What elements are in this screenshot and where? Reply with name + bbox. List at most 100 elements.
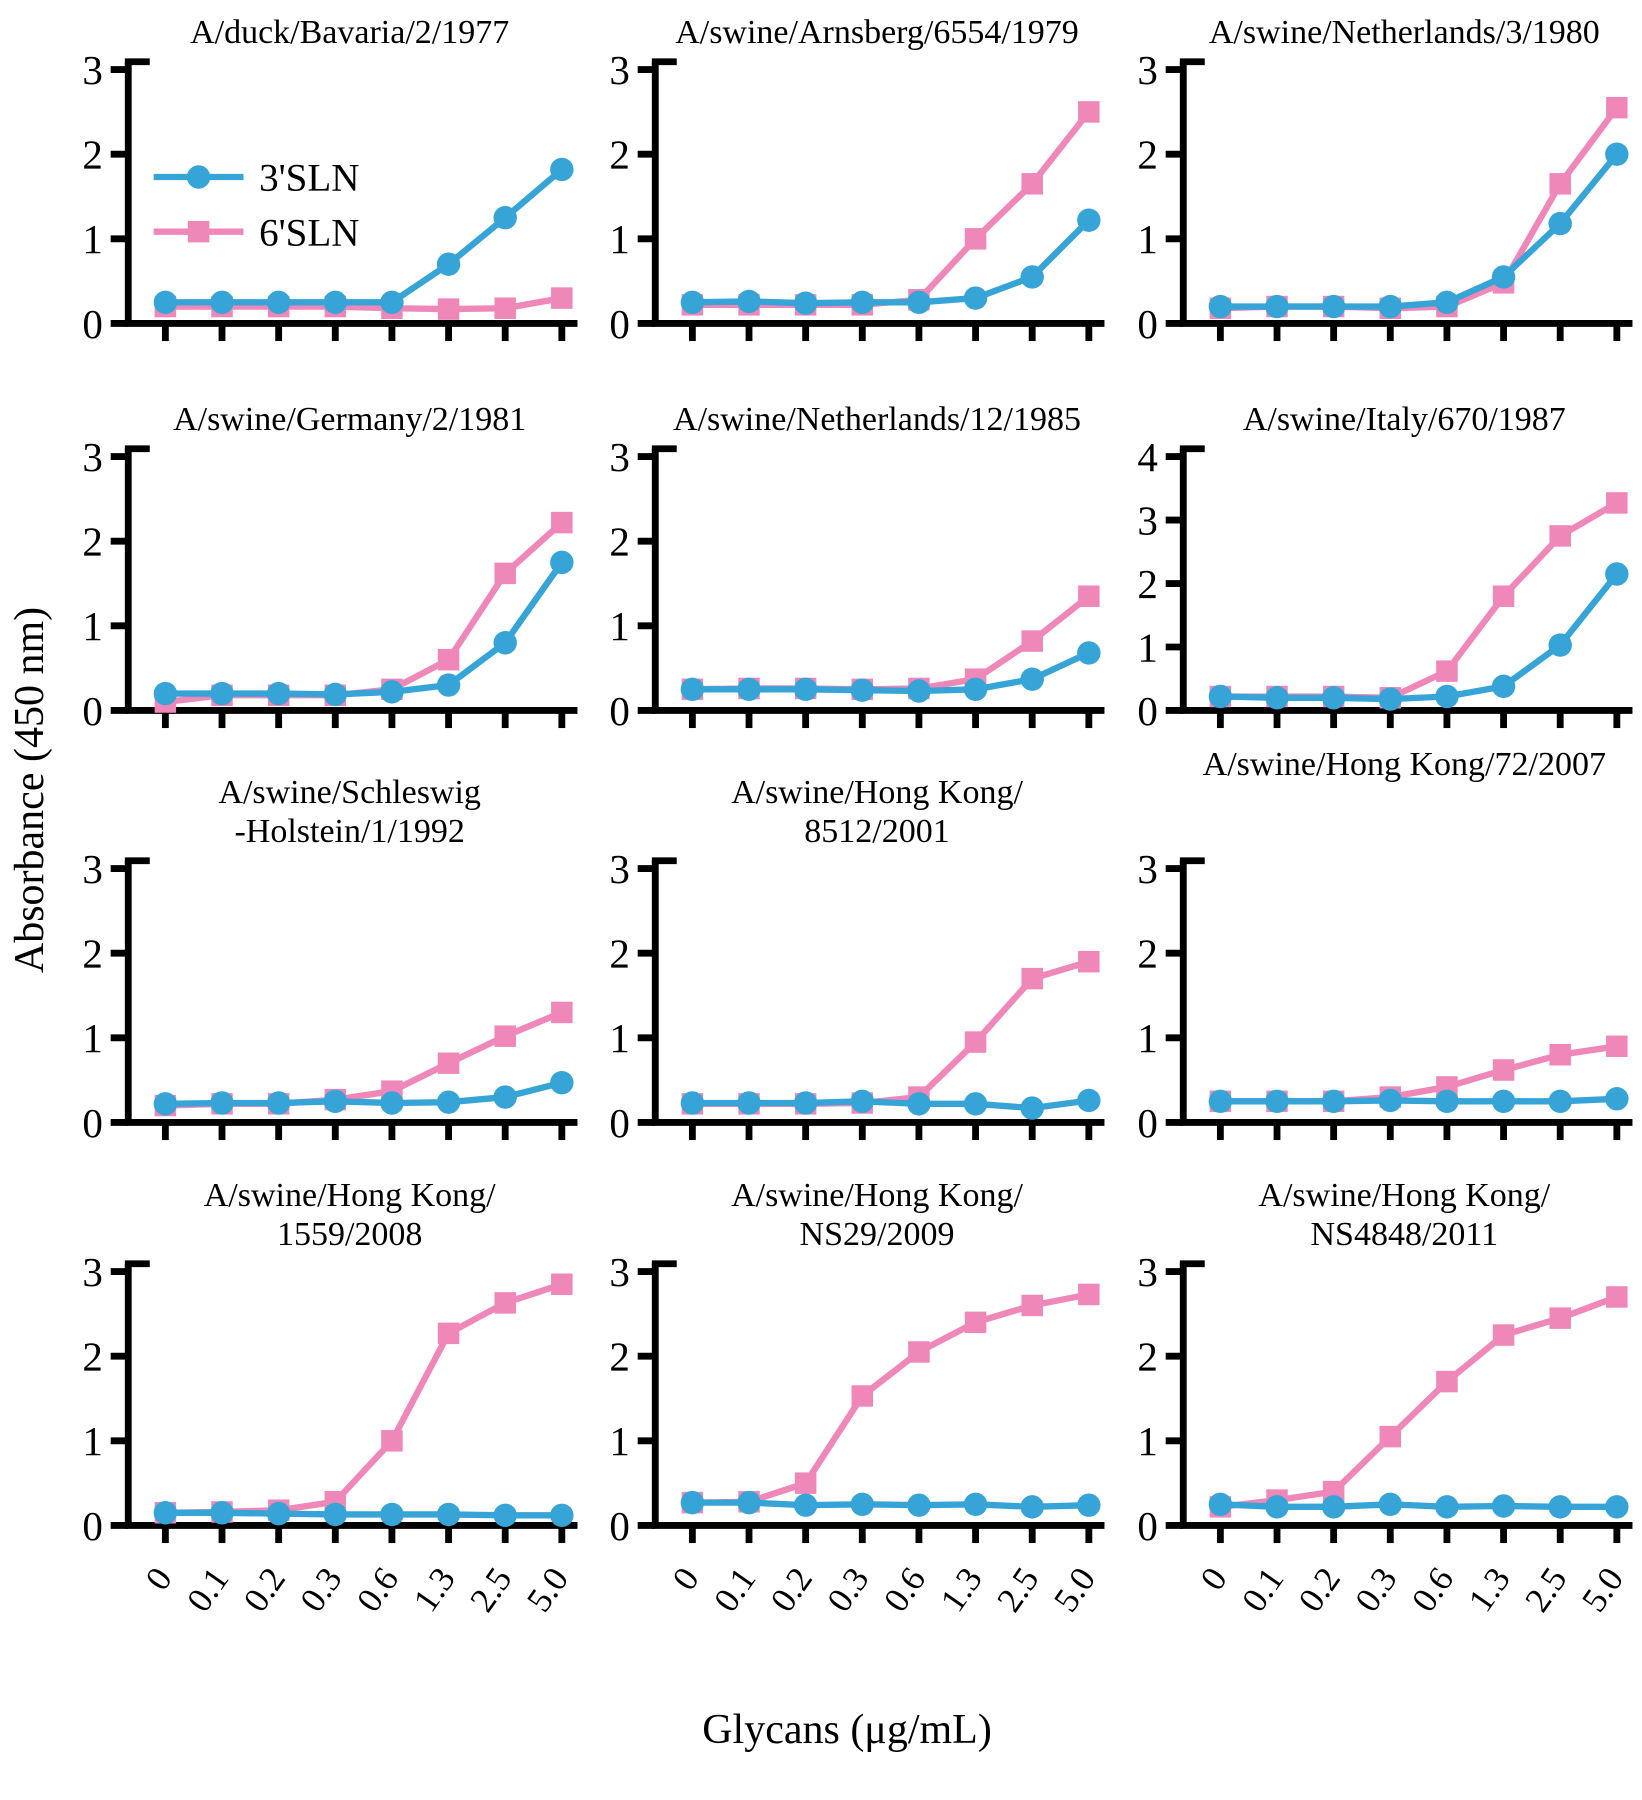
y-tick-label: 0 <box>610 687 631 733</box>
y-tick-label: 3 <box>82 52 103 93</box>
circle-marker <box>550 1503 574 1527</box>
circle-marker <box>380 679 404 704</box>
square-marker <box>1605 491 1628 514</box>
axes <box>1165 58 1633 342</box>
circle-marker <box>210 290 234 315</box>
y-tick-label: 1 <box>610 603 631 649</box>
square-marker <box>551 1273 573 1295</box>
chart-canvas: 0 1 2 3 <box>82 851 578 1146</box>
square-marker <box>1549 524 1571 547</box>
series-6sln <box>154 511 573 713</box>
circle-marker <box>737 1490 762 1515</box>
y-tick-label: 3 <box>1137 497 1158 543</box>
y-tick-label: 3 <box>82 439 103 480</box>
circle-marker <box>1208 1492 1232 1516</box>
circle-marker <box>1208 1089 1232 1114</box>
circle-marker <box>1491 265 1515 289</box>
circle-marker <box>1434 1089 1459 1114</box>
circle-marker <box>436 252 461 276</box>
circle-marker <box>1321 685 1346 710</box>
square-marker <box>551 287 573 309</box>
circle-marker <box>266 1501 291 1526</box>
x-tick-label: 1.3 <box>1460 1560 1517 1618</box>
square-marker <box>437 1052 460 1075</box>
subplot-title-line: A/swine/Arnsberg/6554/1979 <box>675 13 1079 51</box>
series-6sln <box>681 951 1100 1115</box>
square-marker <box>494 1292 516 1314</box>
square-marker <box>381 1429 403 1452</box>
axes <box>638 444 1105 728</box>
chart-canvas: 0 1 2 3 <box>1137 52 1633 347</box>
square-marker <box>494 1025 516 1048</box>
subplot-title-line: A/swine/Hong Kong/ <box>1258 1176 1551 1214</box>
y-tick-label: 3 <box>610 851 631 892</box>
square-marker <box>908 1341 930 1363</box>
y-tick-label: 2 <box>1137 1333 1158 1379</box>
circle-marker <box>794 1493 818 1517</box>
circle-marker <box>964 286 988 310</box>
y-tick-label: 1 <box>82 216 103 262</box>
square-marker <box>1549 1044 1571 1066</box>
circle-marker <box>380 1091 404 1115</box>
circle-marker <box>1264 1089 1289 1114</box>
x-tick-label: 0.2 <box>236 1560 293 1618</box>
circle-marker <box>794 677 818 701</box>
square-marker <box>965 1031 987 1054</box>
square-marker <box>494 297 516 319</box>
y-tick-label: 0 <box>82 1503 103 1549</box>
x-tick-label: 5.0 <box>1574 1560 1631 1618</box>
y-tick-label: 0 <box>1137 1503 1158 1549</box>
square-marker <box>795 1472 817 1494</box>
chart-canvas: 0 1 2 3 4 <box>1137 439 1633 733</box>
circle-marker <box>266 290 291 315</box>
subplot-title-line: -Holstein/1/1992 <box>234 813 465 851</box>
y-tick-label: 2 <box>1137 931 1158 977</box>
square-marker <box>1078 1283 1100 1306</box>
y-tick-label: 1 <box>610 1418 631 1464</box>
x-tick-label: 0.6 <box>876 1560 933 1618</box>
axes <box>110 444 578 728</box>
y-tick-label: 1 <box>1137 1418 1158 1464</box>
square-marker <box>1021 1294 1044 1317</box>
series-3sln <box>1208 561 1629 711</box>
circle-marker <box>493 205 517 230</box>
square-marker <box>1021 629 1044 652</box>
square-marker <box>551 511 573 533</box>
square-marker <box>1021 173 1044 195</box>
axes <box>110 857 578 1141</box>
y-tick-label: 4 <box>1137 439 1158 480</box>
square-marker <box>494 562 516 584</box>
circle-marker <box>1321 1495 1346 1519</box>
y-tick-label: 2 <box>82 1333 103 1379</box>
circle-marker <box>680 1490 705 1515</box>
y-tick-label: 0 <box>82 1100 103 1146</box>
x-tick-label: 0.1 <box>179 1560 236 1618</box>
subplot-title-line: A/swine/Netherlands/12/1985 <box>673 400 1081 438</box>
x-tick-label: 2.5 <box>462 1560 519 1618</box>
legend: 3'SLN 6'SLN <box>153 157 359 254</box>
x-tick-label: 0.2 <box>763 1560 820 1618</box>
x-tick-label: 0.3 <box>820 1560 877 1618</box>
subplot-title-line: 1559/2008 <box>276 1215 423 1253</box>
y-tick-label: 1 <box>610 1015 631 1061</box>
series-6sln <box>154 1273 573 1524</box>
circle-marker <box>266 1091 291 1115</box>
circle-marker <box>737 677 762 701</box>
circle-marker <box>1548 211 1572 236</box>
axes <box>1165 857 1633 1141</box>
circle-marker <box>680 677 705 701</box>
y-tick-label: 3 <box>82 851 103 892</box>
circle-marker <box>1264 1495 1289 1519</box>
y-tick-label: 0 <box>1137 687 1158 733</box>
subplot-title: A/swine/Hong Kong/1559/2008 <box>56 1158 583 1254</box>
circle-marker <box>210 1091 234 1115</box>
square-marker <box>1605 96 1628 119</box>
circle-marker <box>964 677 988 701</box>
circle-marker <box>850 1492 875 1516</box>
y-tick-label: 3 <box>82 1254 103 1295</box>
axes <box>638 857 1105 1141</box>
circle-marker <box>1434 290 1459 315</box>
circle-marker <box>210 1500 234 1525</box>
square-marker <box>1435 660 1458 682</box>
